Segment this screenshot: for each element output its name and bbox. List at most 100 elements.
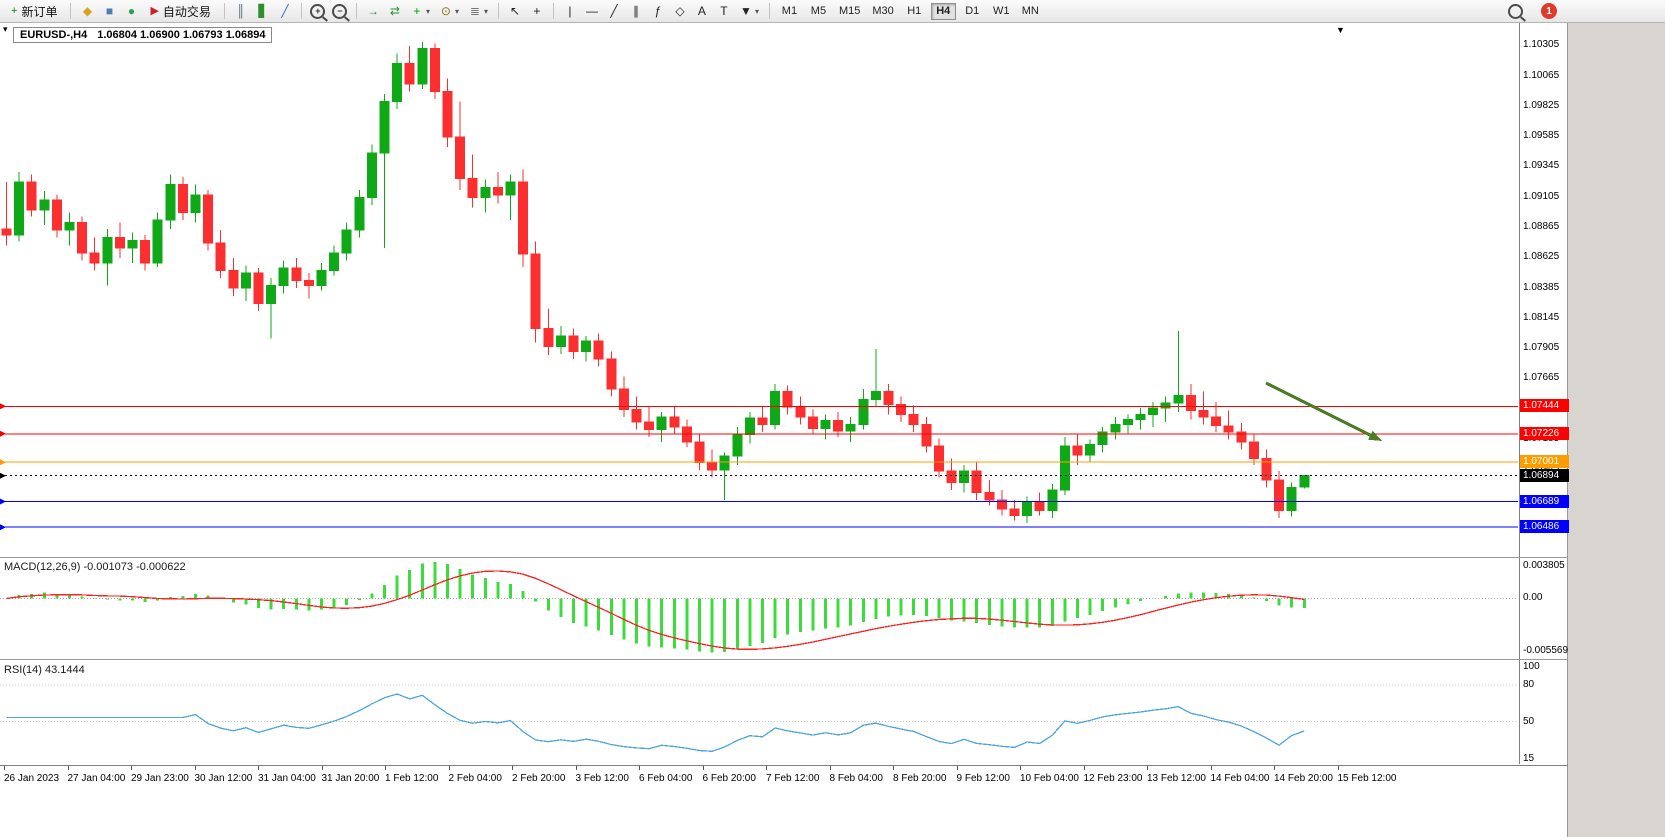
- hline-price-label: 1.06486: [1520, 520, 1569, 534]
- line-chart-icon[interactable]: ╱: [281, 4, 289, 18]
- time-tick: [194, 766, 196, 770]
- templates-icon[interactable]: ≣: [469, 4, 480, 18]
- chart-shift-marker[interactable]: ▼: [1336, 25, 1345, 35]
- indicator-axis-label: 0.00: [1523, 592, 1543, 604]
- time-tick-label: 14 Feb 04:00: [1210, 773, 1270, 784]
- time-tick: [575, 766, 577, 770]
- price-tick-label: 1.09105: [1523, 190, 1560, 202]
- time-tick-label: 31 Jan 04:00: [258, 773, 316, 784]
- toolbar-separator: [552, 3, 554, 19]
- timeframe-m5-button[interactable]: M5: [806, 3, 831, 20]
- time-tick: [4, 766, 5, 770]
- time-tick-label: 8 Feb 20:00: [893, 773, 947, 784]
- price-tick-label: 1.07905: [1523, 342, 1560, 354]
- time-tick-label: 1 Feb 12:00: [385, 773, 439, 784]
- time-tick-label: 31 Jan 20:00: [321, 773, 380, 784]
- candlestick-chart-icon[interactable]: ▋: [258, 4, 268, 18]
- chart-shift-icon[interactable]: ⇄: [389, 4, 400, 18]
- price-tick-label: 1.09825: [1523, 99, 1560, 111]
- time-tick-label: 7 Feb 12:00: [766, 773, 820, 784]
- time-tick-label: 10 Feb 04:00: [1020, 773, 1079, 784]
- auto-trading-button[interactable]: ▶ 自动交易: [143, 2, 217, 21]
- bar-chart-icon[interactable]: ║: [236, 4, 246, 18]
- rsi-chart[interactable]: [0, 661, 1518, 764]
- time-tick: [639, 766, 640, 770]
- timeframe-m30-button[interactable]: M30: [868, 3, 897, 20]
- timeframe-h1-button[interactable]: H1: [902, 3, 927, 20]
- zoom-in-icon[interactable]: +: [308, 2, 328, 20]
- crosshair-icon[interactable]: +: [533, 4, 541, 18]
- trendline-icon[interactable]: ╱: [610, 4, 618, 18]
- time-tick-label: 2 Feb 20:00: [512, 773, 566, 784]
- notification-badge[interactable]: 1: [1541, 3, 1557, 19]
- time-axis[interactable]: 26 Jan 2023 27 Jan 04:00 29 Jan 23:00 30 Ja…: [0, 765, 1568, 792]
- timeframe-w1-button[interactable]: W1: [989, 3, 1014, 20]
- indicator-axis-label: 0.003805: [1523, 560, 1565, 571]
- indicator-axis-label: 15: [1523, 753, 1535, 764]
- price-tick-label: 1.08145: [1523, 311, 1560, 323]
- timeframe-h4-button[interactable]: H4: [930, 2, 956, 20]
- indicator-axis-label: 100: [1523, 661, 1540, 672]
- zoom-out-icon[interactable]: −: [330, 2, 350, 20]
- time-tick-label: 12 Feb 23:00: [1083, 773, 1143, 784]
- market-watch-icon[interactable]: ■: [105, 4, 114, 18]
- hline-price-label: 1.06689: [1520, 494, 1569, 508]
- time-tick-label: 2 Feb 04:00: [448, 773, 502, 784]
- auto-scroll-icon[interactable]: →: [366, 4, 379, 18]
- indicator-axis-label: 80: [1523, 679, 1535, 691]
- fibonacci-icon[interactable]: ƒ: [654, 4, 662, 18]
- search-icon[interactable]: [1508, 3, 1523, 19]
- collapse-icon[interactable]: ▾: [3, 24, 8, 34]
- text-label-icon[interactable]: T: [720, 4, 728, 18]
- cursor-icon[interactable]: ↖: [509, 4, 520, 18]
- chart-title-box: EURUSD-,H4 1.06804 1.06900 1.06793 1.068…: [13, 27, 273, 43]
- time-tick: [1274, 766, 1275, 770]
- timeframe-m15-button[interactable]: M15: [835, 3, 864, 20]
- arrows-icon[interactable]: ▼: [739, 4, 752, 18]
- periods-icon[interactable]: ⊙: [440, 4, 451, 18]
- time-tick-label: 26 Jan 2023: [4, 773, 60, 784]
- time-tick: [131, 766, 132, 770]
- timeframe-d1-button[interactable]: D1: [960, 3, 985, 20]
- templates-dropdown-arrow[interactable]: ▾: [483, 6, 488, 16]
- history-center-icon[interactable]: ●: [127, 4, 136, 18]
- price-chart[interactable]: [0, 27, 1518, 557]
- timeframe-m1-button[interactable]: M1: [777, 3, 802, 20]
- indicators-icon[interactable]: +: [413, 4, 421, 18]
- toolbar-separator: [768, 3, 770, 19]
- price-axis[interactable]: 1.10305 1.10065 1.09825 1.09585 1.09345 1.091…: [1519, 23, 1569, 764]
- timeframe-mn-button[interactable]: MN: [1018, 3, 1043, 20]
- indicators-dropdown-arrow[interactable]: ▾: [425, 6, 430, 16]
- vertical-line-icon[interactable]: |: [568, 4, 572, 18]
- arrows-dropdown-arrow[interactable]: ▾: [754, 6, 759, 16]
- equidistant-channel-icon[interactable]: ∥: [632, 4, 639, 18]
- time-tick: [1210, 766, 1212, 770]
- text-icon[interactable]: A: [697, 4, 706, 18]
- metaeditor-icon[interactable]: ◆: [82, 4, 93, 18]
- time-tick: [893, 766, 894, 770]
- time-tick: [258, 766, 259, 770]
- shapes-icon[interactable]: ◇: [675, 4, 685, 18]
- auto-trading-icon: ▶: [150, 4, 159, 17]
- time-tick: [829, 766, 831, 770]
- rsi-indicator-label: RSI(14) 43.1444: [4, 664, 85, 676]
- time-tick-label: 6 Feb 04:00: [639, 773, 693, 784]
- price-tick-label: 1.08865: [1523, 221, 1560, 232]
- new-order-button[interactable]: + 新订单: [4, 2, 64, 21]
- zoom-out-lens: −: [332, 3, 348, 19]
- price-tick-label: 1.09585: [1523, 130, 1560, 142]
- price-tick-label: 1.10305: [1523, 39, 1560, 51]
- pane-separator-rsi[interactable]: [0, 659, 1568, 660]
- time-tick: [1147, 766, 1148, 770]
- pane-separator-macd[interactable]: [0, 557, 1568, 558]
- time-tick-label: 9 Feb 12:00: [956, 773, 1010, 784]
- time-tick-label: 3 Feb 12:00: [575, 773, 629, 784]
- macd-chart[interactable]: [0, 559, 1518, 657]
- chart-ohlc: 1.06804 1.06900 1.06793 1.06894: [97, 29, 266, 41]
- time-tick: [448, 766, 450, 770]
- toolbar-separator: [300, 3, 302, 19]
- time-tick-label: 6 Feb 20:00: [702, 773, 756, 784]
- indicator-axis-label: 50: [1523, 715, 1535, 727]
- periods-dropdown-arrow[interactable]: ▾: [454, 6, 459, 16]
- horizontal-line-icon[interactable]: —: [585, 4, 598, 18]
